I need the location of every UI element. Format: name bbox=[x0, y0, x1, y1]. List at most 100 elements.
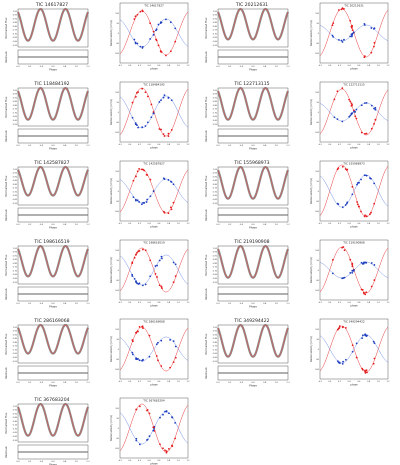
lc-x-tick: 0.2 bbox=[28, 303, 32, 305]
rv-x-tick: 0.0 bbox=[128, 381, 132, 383]
secondary-rv-point bbox=[337, 38, 340, 41]
rv-x-tick: -0.2 bbox=[318, 65, 322, 67]
rv-x-tick: 1.0 bbox=[377, 302, 381, 304]
rv-x-tick: -0.2 bbox=[118, 65, 122, 67]
lc-y-tick: 0.90 bbox=[13, 413, 18, 415]
primary-rv-point bbox=[152, 426, 155, 429]
lc-y-tick: 0.90 bbox=[13, 176, 18, 178]
primary-rv-point bbox=[170, 208, 173, 211]
rv-x-tick: 1.0 bbox=[177, 223, 181, 225]
rv-x-tick: 0.0 bbox=[328, 381, 332, 383]
lc-x-tick: 0.6 bbox=[51, 145, 55, 147]
residual-ylabel: Residuals bbox=[205, 288, 208, 300]
secondary-rv-point bbox=[131, 275, 134, 277]
primary-rv-point bbox=[344, 326, 347, 329]
primary-rv-point bbox=[155, 38, 157, 41]
primary-rv-point bbox=[365, 369, 368, 372]
secondary-rv-point bbox=[344, 204, 347, 206]
primary-rv-point bbox=[373, 202, 376, 205]
lc-y-tick: 0.60 bbox=[13, 199, 18, 201]
rv-y-tick: 50 bbox=[317, 181, 320, 183]
secondary-rv-point bbox=[352, 31, 355, 34]
secondary-rv-point bbox=[162, 177, 165, 180]
lc-y-tick: 0.65 bbox=[13, 432, 18, 434]
rv-title: TIC 367683204 bbox=[142, 399, 165, 403]
secondary-rv-point bbox=[153, 427, 155, 430]
secondary-rv-point bbox=[332, 35, 335, 38]
lc-y-tick: 0.65 bbox=[213, 274, 218, 276]
lc-y-tick: 1.00 bbox=[13, 169, 18, 171]
secondary-rv-point bbox=[341, 41, 344, 43]
rv-ylabel: Radial velocity (km/s) bbox=[310, 257, 313, 283]
secondary-rv-point bbox=[373, 182, 376, 185]
secondary-rv-point bbox=[370, 262, 373, 264]
lc-y-tick: 0.65 bbox=[13, 353, 18, 355]
lc-y-tick: 0.95 bbox=[213, 331, 218, 333]
secondary-rv-point bbox=[341, 206, 344, 209]
rv-y-tick: -50 bbox=[116, 122, 120, 124]
secondary-rv-point bbox=[364, 333, 366, 336]
primary-rv-point bbox=[366, 371, 368, 374]
secondary-rv-point bbox=[136, 199, 139, 202]
lc-y-tick: 0.65 bbox=[213, 116, 218, 118]
secondary-rv-point bbox=[351, 32, 354, 35]
lc-y-tick: 0.95 bbox=[13, 94, 18, 96]
lc-y-tick: 0.60 bbox=[13, 357, 18, 359]
primary-rv-point bbox=[141, 248, 144, 251]
lc-y-tick: 0.85 bbox=[13, 101, 18, 103]
rv-y-tick: 50 bbox=[117, 260, 120, 262]
lc-y-tick: 1.00 bbox=[213, 248, 218, 250]
residual-ylabel: Residuals bbox=[5, 130, 8, 142]
secondary-rv-point bbox=[167, 96, 170, 99]
rv-y-tick: 50 bbox=[117, 181, 120, 183]
primary-rv-point bbox=[138, 405, 141, 408]
rv-x-tick: -0.2 bbox=[318, 302, 322, 304]
lc-y-tick: 0.60 bbox=[13, 41, 18, 43]
primary-rv-point bbox=[162, 133, 165, 135]
residual-ylabel: Residuals bbox=[5, 367, 8, 379]
rv-x-tick: 0.2 bbox=[138, 223, 142, 225]
secondary-rv-point bbox=[362, 334, 364, 337]
rv-x-tick: 0.8 bbox=[167, 302, 171, 304]
lc-frame bbox=[17, 166, 89, 206]
lc-ylabel: Normalized Flux bbox=[4, 333, 8, 354]
rv-y-tick: 100 bbox=[315, 250, 319, 252]
lc-x-tick: 0.4 bbox=[240, 303, 244, 305]
lc-x-tick: 1.2 bbox=[286, 382, 290, 384]
rv-x-tick: 0.4 bbox=[148, 460, 152, 462]
primary-rv-point bbox=[150, 103, 153, 106]
secondary-rv-point bbox=[162, 413, 164, 416]
primary-rv-point bbox=[161, 287, 163, 289]
secondary-rv-point bbox=[160, 255, 163, 258]
secondary-rv-point bbox=[331, 34, 334, 37]
primary-rv-point bbox=[365, 132, 368, 135]
lc-y-tick: 0.75 bbox=[213, 30, 218, 32]
secondary-rv-point bbox=[138, 359, 141, 362]
rv-ylabel: Radial velocity (km/s) bbox=[310, 336, 313, 362]
rv-y-tick: 100 bbox=[315, 329, 319, 331]
rv-x-tick: 0.0 bbox=[328, 65, 332, 67]
primary-rv-point bbox=[149, 22, 152, 25]
primary-rv-point bbox=[373, 122, 375, 125]
secondary-rv-point bbox=[141, 284, 144, 287]
light-curve-panel: TIC 142587827 Normalized Flux 1.00 0.950.90… bbox=[4, 160, 90, 230]
lc-y-tick: 0.95 bbox=[213, 252, 218, 254]
secondary-rv-point bbox=[358, 181, 360, 184]
lc-y-tick: 0.85 bbox=[13, 180, 18, 182]
lc-x-tick: 1.0 bbox=[275, 382, 279, 384]
secondary-rv-point bbox=[133, 38, 136, 41]
rv-y-tick: -100 bbox=[115, 448, 120, 450]
primary-rv-point bbox=[172, 361, 175, 364]
secondary-rv-point bbox=[159, 22, 162, 25]
lc-y-tick: 0.60 bbox=[213, 120, 218, 122]
lc-x-tick: 0.0 bbox=[216, 66, 220, 68]
rv-title: TIC 14617827 bbox=[143, 4, 164, 8]
primary-rv-point bbox=[146, 408, 149, 411]
lc-xlabel: Phase bbox=[249, 305, 257, 309]
lc-ylabel: Normalized Flux bbox=[4, 17, 8, 38]
lc-y-tick: 0.55 bbox=[13, 124, 18, 126]
secondary-rv-point bbox=[337, 203, 340, 206]
primary-rv-point bbox=[152, 111, 155, 113]
lc-y-tick: 0.85 bbox=[13, 338, 18, 340]
rv-y-tick: 0 bbox=[318, 191, 320, 193]
